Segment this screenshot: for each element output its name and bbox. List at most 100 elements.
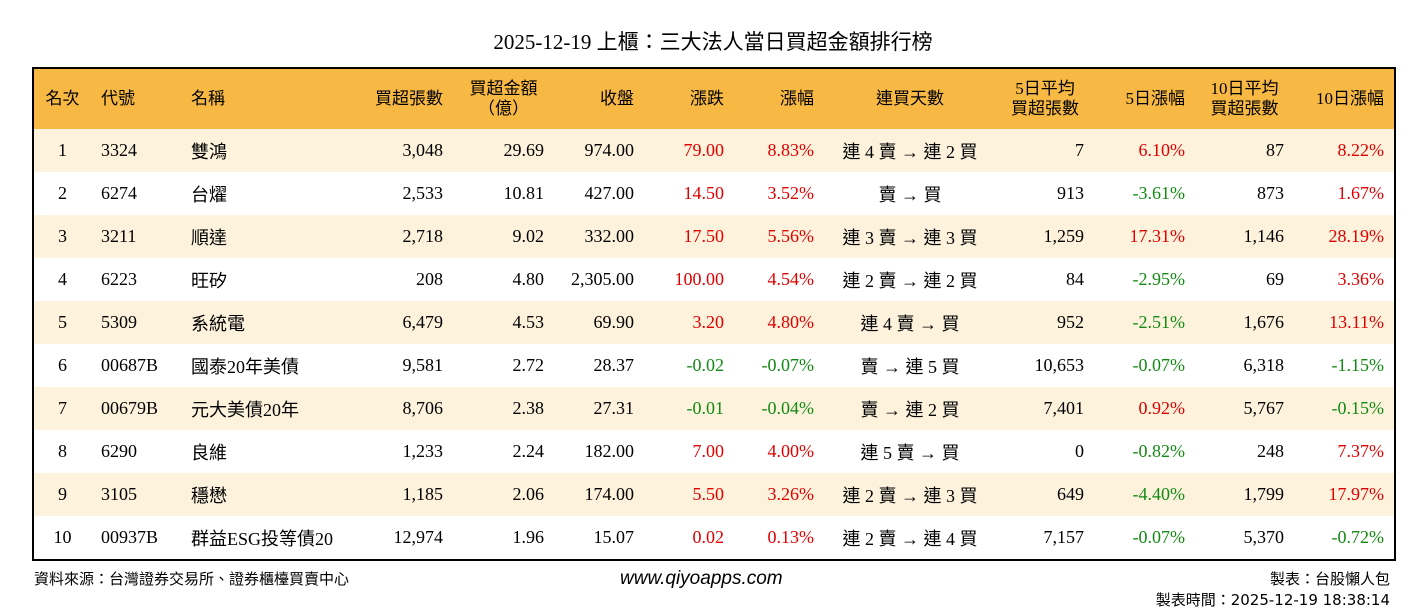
column-header: 10日平均 買超張數 (1195, 68, 1294, 129)
table-cell: 6,318 (1243, 355, 1285, 375)
table-cell: 連 5 賣 → 買 (860, 442, 960, 463)
table-cell: 台燿 (191, 184, 227, 205)
table-cell: 6290 (101, 441, 137, 461)
table-cell: 4.80% (767, 312, 815, 332)
column-header: 買超張數 (351, 68, 453, 129)
table-cell: 13.11% (1329, 312, 1384, 332)
table-cell: -0.15% (1331, 398, 1385, 418)
column-header: 代號 (91, 68, 181, 129)
table-cell: 17.97% (1328, 484, 1385, 504)
table-cell: 9.02 (512, 226, 545, 246)
table-cell: 3,048 (402, 140, 444, 160)
table-row: 5 5309 系統電 6,479 4.53 69.90 3.20 4.80% 連 4 賣 → 買… (33, 301, 1395, 344)
table-cell: 2 (58, 183, 67, 203)
table-cell: 913 (1057, 183, 1084, 203)
header-line: 10日平均 (1210, 79, 1279, 98)
table-cell: 2,718 (402, 226, 444, 246)
table-cell: -2.51% (1132, 312, 1186, 332)
table-cell: 1,233 (402, 441, 444, 461)
table-cell: 6 (58, 355, 67, 375)
column-header: 名次 (33, 68, 91, 129)
header-row: 名次 代號 名稱 買超張數 買超金額 （億） 收盤 漲跌 漲幅 連買天數 5日平均 買超張數 5日漲幅 1… (33, 68, 1395, 129)
table-cell: 208 (416, 269, 443, 289)
column-header: 連買天數 (824, 68, 996, 129)
table-cell: 3324 (101, 140, 137, 160)
table-cell: -0.04% (761, 398, 815, 418)
table-cell: 7.00 (692, 441, 725, 461)
column-header: 10日漲幅 (1294, 68, 1395, 129)
table-cell: 5,370 (1243, 527, 1285, 547)
table-cell: 5309 (101, 312, 137, 332)
table-cell: 9 (58, 484, 67, 504)
table-row: 9 3105 穩懋 1,185 2.06 174.00 5.50 3.26% 連 2 賣 → 連… (33, 473, 1395, 516)
table-cell: 87 (1266, 140, 1284, 160)
table-cell: 5.56% (767, 226, 815, 246)
table-cell: 69 (1266, 269, 1284, 289)
table-cell: 5,767 (1243, 398, 1285, 418)
table-cell: 0 (1075, 441, 1084, 461)
table-cell: 6223 (101, 269, 137, 289)
table-cell: 5.50 (692, 484, 725, 504)
table-cell: 2.06 (512, 484, 545, 504)
table-cell: 332.00 (584, 226, 635, 246)
header-line: 漲跌 (690, 89, 724, 108)
table-cell: 2.24 (512, 441, 545, 461)
table-cell: 10.81 (503, 183, 545, 203)
table-cell: 3105 (101, 484, 137, 504)
title: 2025-12-19 上櫃：三大法人當日買超金額排行榜 (493, 30, 933, 54)
header-line: 代號 (101, 89, 135, 108)
table-row: 7 00679B 元大美債20年 8,706 2.38 27.31 -0.01 -0.04% 賣… (33, 387, 1395, 430)
table-cell: 8,706 (402, 398, 444, 418)
table-cell: 8 (58, 441, 67, 461)
column-header: 買超金額 （億） (453, 68, 554, 129)
table-cell: 連 4 賣 → 買 (860, 313, 960, 334)
table-cell: 元大美債20年 (191, 399, 299, 420)
table-cell: 4.80 (512, 269, 545, 289)
table-cell: 雙鴻 (191, 141, 227, 162)
table-cell: 1,146 (1243, 226, 1285, 246)
table-cell: 4.53 (512, 312, 545, 332)
table-cell: 連 3 賣 → 連 3 買 (842, 227, 978, 248)
table-cell: 17.50 (683, 226, 725, 246)
table-cell: -1.15% (1331, 355, 1385, 375)
table-cell: 1,259 (1043, 226, 1085, 246)
table-cell: 5 (58, 312, 67, 332)
table-cell: 1,185 (402, 484, 444, 504)
table-cell: 國泰20年美債 (191, 356, 299, 377)
maker: 製表：台股懶人包 (1269, 570, 1390, 588)
table-cell: 連 4 賣 → 連 2 買 (842, 141, 978, 162)
table-cell: 4 (58, 269, 67, 289)
header-line: 買超張數 (1210, 99, 1279, 118)
table-cell: 248 (1257, 441, 1284, 461)
table-row: 4 6223 旺矽 208 4.80 2,305.00 100.00 4.54% 連 2 賣 →… (33, 258, 1395, 301)
table-row: 1 3324 雙鴻 3,048 29.69 974.00 79.00 8.83% 連 4 賣 →… (33, 129, 1395, 172)
table-cell: 10,653 (1034, 355, 1085, 375)
table-cell: 7,401 (1043, 398, 1085, 418)
header-line: 名稱 (191, 89, 225, 108)
table-cell: -0.07% (761, 355, 815, 375)
header-line: 收盤 (600, 89, 634, 108)
table-row: 6 00687B 國泰20年美債 9,581 2.72 28.37 -0.02 -0.07% 賣… (33, 344, 1395, 387)
header-line: 連買天數 (876, 89, 944, 108)
table-cell: 28.37 (593, 355, 635, 375)
header-line: （億） (478, 99, 529, 118)
table-cell: 29.69 (503, 140, 545, 160)
column-header: 5日漲幅 (1094, 68, 1195, 129)
table-cell: 1,676 (1243, 312, 1285, 332)
table-cell: 2,533 (402, 183, 444, 203)
table-cell: 6.10% (1138, 140, 1186, 160)
table-row: 3 3211 順達 2,718 9.02 332.00 17.50 5.56% 連 3 賣 → … (33, 215, 1395, 258)
table-cell: 1,799 (1243, 484, 1285, 504)
table-cell: 7 (58, 398, 67, 418)
table-cell: 連 2 賣 → 連 3 買 (842, 485, 978, 506)
table-cell: 69.90 (593, 312, 635, 332)
table-cell: 6,479 (402, 312, 444, 332)
table-cell: 6274 (101, 183, 137, 203)
table-cell: -0.02 (686, 355, 725, 375)
table-cell: 100.00 (674, 269, 725, 289)
header-line: 買超張數 (1011, 99, 1079, 118)
table-cell: 427.00 (584, 183, 635, 203)
table-cell: 14.50 (683, 183, 725, 203)
table-cell: 7,157 (1043, 527, 1085, 547)
